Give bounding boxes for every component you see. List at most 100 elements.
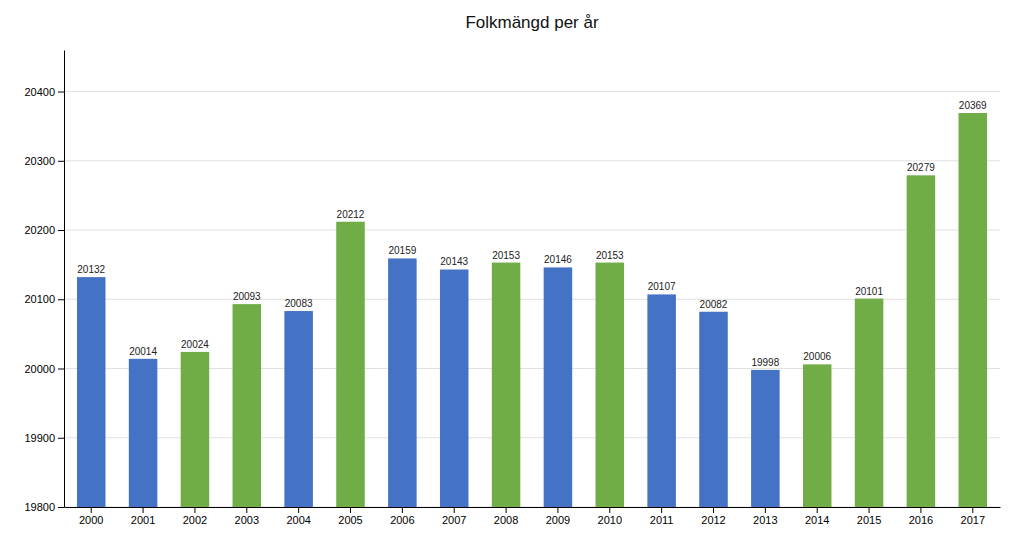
y-tick-mark: [58, 299, 64, 300]
x-tick-mark: [246, 507, 247, 513]
x-tick: 2014: [805, 507, 829, 526]
x-tick-mark: [91, 507, 92, 513]
x-tick-mark: [661, 507, 662, 513]
bar: [440, 269, 469, 507]
x-tick-mark: [765, 507, 766, 513]
x-tick: 2006: [390, 507, 414, 526]
y-axis-line: [64, 51, 65, 508]
bar: [181, 352, 210, 507]
data-label: 20279: [907, 162, 935, 173]
data-label: 19998: [751, 357, 779, 368]
data-label: 20212: [337, 209, 365, 220]
x-tick-label: 2016: [909, 514, 933, 526]
x-tick-label: 2000: [79, 514, 103, 526]
data-label: 20159: [388, 245, 416, 256]
x-tick: 2008: [494, 507, 518, 526]
x-tick: 2009: [546, 507, 570, 526]
title: Folkmängd per år: [465, 13, 599, 32]
y-tick: 20200: [24, 224, 64, 236]
x-tick: 2001: [131, 507, 155, 526]
y-tick: 20000: [24, 363, 64, 375]
x-tick: 2007: [442, 507, 466, 526]
x-tick-mark: [298, 507, 299, 513]
y-tick-label: 20200: [24, 224, 55, 236]
bar: [492, 263, 521, 507]
bar: [77, 277, 106, 507]
data-label: 20101: [855, 286, 883, 297]
x-tick-label: 2010: [598, 514, 622, 526]
x-tick-label: 2005: [338, 514, 362, 526]
bar: [959, 113, 988, 507]
x-tick-mark: [920, 507, 921, 513]
x-tick-mark: [817, 507, 818, 513]
x-tick-label: 2012: [701, 514, 725, 526]
y-axis: 19800 19900 20000 20100 20200 20300 20400: [24, 51, 64, 514]
data-label: 20024: [181, 339, 209, 350]
x-tick-mark: [869, 507, 870, 513]
x-tick-mark: [557, 507, 558, 513]
y-tick: 19800: [24, 501, 64, 513]
data-label: 20132: [77, 264, 105, 275]
x-tick-label: 2015: [857, 514, 881, 526]
x-tick-label: 2003: [235, 514, 259, 526]
data-label: 20014: [129, 346, 157, 357]
x-tick-mark: [402, 507, 403, 513]
y-tick: 20400: [24, 86, 64, 98]
y-tick-mark: [58, 161, 64, 162]
x-tick-label: 2004: [286, 514, 310, 526]
x-tick-mark: [972, 507, 973, 513]
x-tick-mark: [143, 507, 144, 513]
y-tick-label: 20100: [24, 293, 55, 305]
x-axis-line: [65, 507, 1001, 508]
x-tick: 2005: [338, 507, 362, 526]
bar: [751, 370, 780, 507]
x-tick-label: 2009: [546, 514, 570, 526]
y-tick-mark: [58, 230, 64, 231]
x-tick-label: 2008: [494, 514, 518, 526]
bar: [388, 258, 417, 507]
y-tick-label: 20300: [24, 155, 55, 167]
bar: [336, 222, 365, 507]
x-tick: 2016: [909, 507, 933, 526]
x-tick-mark: [609, 507, 610, 513]
x-tick-mark: [454, 507, 455, 513]
y-tick: 19900: [24, 432, 64, 444]
x-tick-mark: [350, 507, 351, 513]
data-label: 20143: [440, 256, 468, 267]
data-label: 20093: [233, 291, 261, 302]
bar: [907, 175, 936, 507]
x-tick: 2002: [183, 507, 207, 526]
grid-line: [64, 230, 1000, 231]
y-tick: 20300: [24, 155, 64, 167]
data-label: 20369: [959, 100, 987, 111]
x-tick: 2003: [235, 507, 259, 526]
y-tick-label: 20000: [24, 363, 55, 375]
bar: [647, 294, 676, 507]
data-label: 20083: [285, 298, 313, 309]
x-tick: 2000: [79, 507, 103, 526]
y-tick-mark: [58, 438, 64, 439]
x-tick: 2013: [753, 507, 777, 526]
grid-line: [64, 160, 1000, 161]
y-tick: 20100: [24, 293, 64, 305]
y-tick-label: 19800: [24, 501, 55, 513]
data-label: 20153: [596, 250, 624, 261]
x-tick: 2017: [961, 507, 985, 526]
data-label: 20107: [648, 281, 676, 292]
y-tick-mark: [58, 92, 64, 93]
chart: 19800 19900 20000 20100 20200 20300 20400 2000 2…: [0, 0, 1024, 547]
x-tick-label: 2007: [442, 514, 466, 526]
x-tick-label: 2013: [753, 514, 777, 526]
data-label: 20006: [803, 351, 831, 362]
bar: [699, 312, 728, 507]
x-tick: 2011: [650, 507, 674, 526]
x-tick-label: 2011: [650, 514, 674, 526]
bars: [77, 113, 987, 507]
data-label: 20082: [700, 299, 728, 310]
x-tick: 2010: [598, 507, 622, 526]
x-tick-label: 2006: [390, 514, 414, 526]
x-tick-mark: [506, 507, 507, 513]
x-tick-label: 2014: [805, 514, 829, 526]
x-tick-label: 2001: [131, 514, 155, 526]
y-tick-label: 20400: [24, 86, 55, 98]
